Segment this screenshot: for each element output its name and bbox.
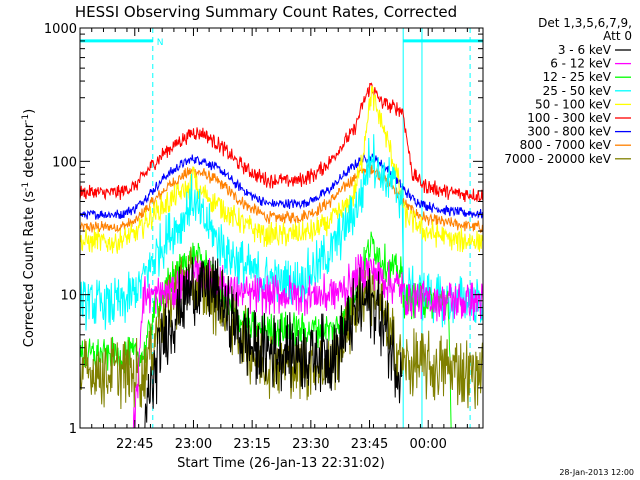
attenuator-label: N xyxy=(157,38,164,48)
axes: N 22:45 23:00 23:15 23:30 23:45 00:00 1 10 100 100… xyxy=(44,22,483,452)
x-tick-label-5: 00:00 xyxy=(409,437,446,452)
legend-label-0: 3 - 6 keV xyxy=(558,43,612,57)
x-tick-label-0: 22:45 xyxy=(116,437,153,452)
chart-title: HESSI Observing Summary Count Rates, Cor… xyxy=(75,3,457,21)
legend-header-line-2: Att 0 xyxy=(603,29,632,43)
legend-label-7: 800 - 7000 keV xyxy=(520,138,612,152)
series-line-5 xyxy=(80,82,483,203)
series-line-0 xyxy=(80,256,403,428)
y-tick-label-2: 100 xyxy=(52,155,77,170)
legend-label-3: 25 - 50 keV xyxy=(543,84,612,98)
legend-label-5: 100 - 300 keV xyxy=(527,111,611,125)
legend-header-line-1: Det 1,3,5,6,7,9, xyxy=(538,16,632,30)
plot-area xyxy=(80,28,483,428)
x-tick-label-1: 23:00 xyxy=(175,437,212,452)
x-tick-label-4: 23:45 xyxy=(351,437,388,452)
y-tick-label-1: 10 xyxy=(60,289,77,304)
y-axis-label: Corrected Count Rate (s-1 detector-1) xyxy=(21,109,37,347)
series-line-4 xyxy=(80,86,483,254)
series-line-6 xyxy=(80,153,483,220)
x-axis-label: Start Time (26-Jan-13 22:31:02) xyxy=(177,456,385,471)
y-tick-label-3: 1000 xyxy=(44,22,77,37)
legend-label-8: 7000 - 20000 keV xyxy=(504,152,611,166)
x-tick-label-3: 23:30 xyxy=(292,437,329,452)
plot-frame xyxy=(79,27,484,429)
series-line-1 xyxy=(80,254,483,428)
legend-label-6: 300 - 800 keV xyxy=(527,125,611,139)
y-tick-label-0: 1 xyxy=(69,422,77,437)
legend-label-2: 12 - 25 keV xyxy=(543,70,612,84)
x-tick-label-2: 23:15 xyxy=(233,437,270,452)
legend-label-4: 50 - 100 keV xyxy=(535,97,612,111)
legend-label-1: 6 - 12 keV xyxy=(550,57,612,71)
date-stamp: 28-Jan-2013 12:00 xyxy=(559,468,634,477)
